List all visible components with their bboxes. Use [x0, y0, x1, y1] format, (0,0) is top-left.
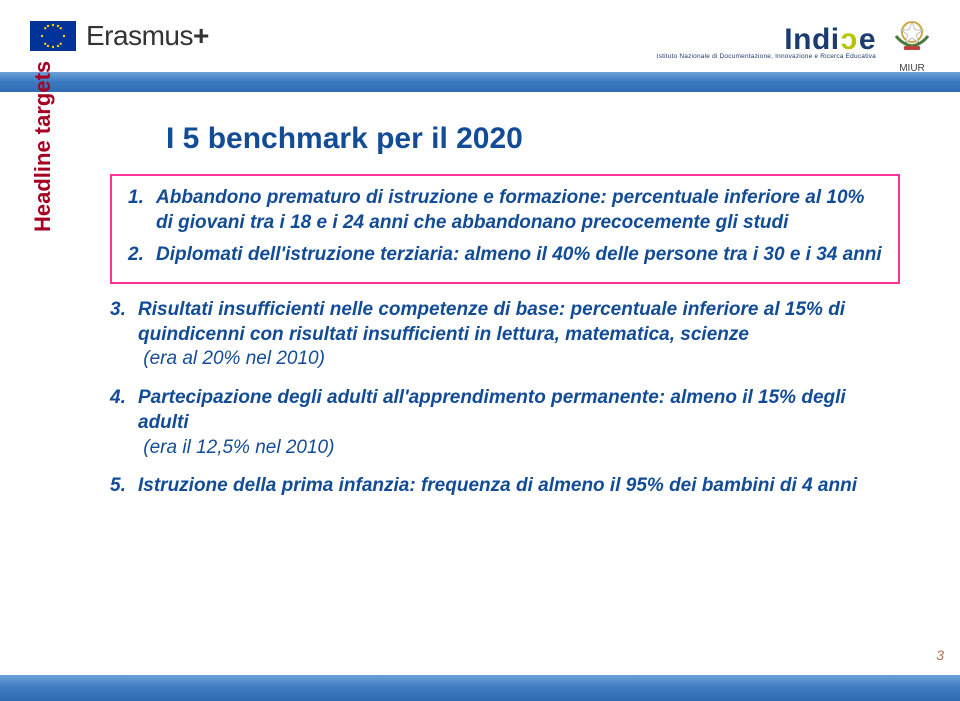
point-lead: Risultati insufficienti nelle competenze… [138, 299, 571, 320]
page-number: 3 [936, 647, 944, 663]
swirl-icon: ɔ [841, 23, 858, 57]
miur-label: MIUR [888, 63, 936, 74]
erasmus-text: Erasmus+ [86, 20, 209, 52]
point-note: (era il 12,5% nel 2010) [138, 437, 334, 458]
benchmark-point-3: 3. Risultati insufficienti nelle compete… [110, 298, 900, 372]
point-body: Istruzione della prima infanzia: frequen… [138, 474, 900, 499]
indire-subtitle: Istituto Nazionale di Documentazione, In… [657, 53, 876, 60]
header: Erasmus+ Indiɔe Istituto Nazionale di Do… [0, 0, 960, 72]
benchmark-point-5: 5. Istruzione della prima infanzia: freq… [110, 474, 900, 499]
eu-flag-icon [30, 21, 76, 51]
point-rest: frequenza di almeno il 95% dei bambini d… [421, 475, 857, 496]
top-gradient-bar [0, 72, 960, 92]
miur-block: MIUR [888, 8, 936, 74]
slide-content: Headline targets I 5 benchmark per il 20… [0, 92, 960, 533]
benchmark-point-1: 1. Abbandono prematuro di istruzione e f… [128, 186, 882, 235]
italy-emblem-icon [888, 8, 936, 56]
point-number: 4. [110, 386, 138, 460]
point-number: 5. [110, 474, 138, 499]
point-rest: almeno il 40% delle persone tra i 30 e i… [465, 244, 882, 265]
point-number: 3. [110, 298, 138, 372]
right-logos: Indiɔe Istituto Nazionale di Documentazi… [657, 8, 936, 74]
benchmark-point-4: 4. Partecipazione degli adulti all'appre… [110, 386, 900, 460]
point-lead: Abbandono prematuro di istruzione e form… [156, 187, 612, 208]
slide-title: I 5 benchmark per il 2020 [166, 122, 900, 156]
erasmus-logo: Erasmus+ [30, 20, 209, 52]
highlight-box: 1. Abbandono prematuro di istruzione e f… [110, 174, 900, 284]
indire-name: Indiɔe [784, 23, 876, 57]
point-body: Diplomati dell'istruzione terziaria: alm… [156, 243, 882, 268]
vertical-label: Headline targets [30, 61, 56, 232]
point-lead: Partecipazione degli adulti all'apprendi… [138, 387, 670, 408]
point-number: 2. [128, 243, 156, 268]
point-number: 1. [128, 186, 156, 235]
point-body: Risultati insufficienti nelle competenze… [138, 298, 900, 372]
point-lead: Diplomati dell'istruzione terziaria: [156, 244, 465, 265]
bottom-gradient-bar [0, 675, 960, 701]
point-body: Abbandono prematuro di istruzione e form… [156, 186, 882, 235]
erasmus-plus: + [193, 20, 209, 51]
point-lead: Istruzione della prima infanzia: [138, 475, 421, 496]
benchmark-point-2: 2. Diplomati dell'istruzione terziaria: … [128, 243, 882, 268]
indire-logo: Indiɔe Istituto Nazionale di Documentazi… [657, 23, 876, 60]
point-body: Partecipazione degli adulti all'apprendi… [138, 386, 900, 460]
erasmus-prefix: Erasmus [86, 20, 193, 51]
point-note: (era al 20% nel 2010) [138, 348, 325, 369]
